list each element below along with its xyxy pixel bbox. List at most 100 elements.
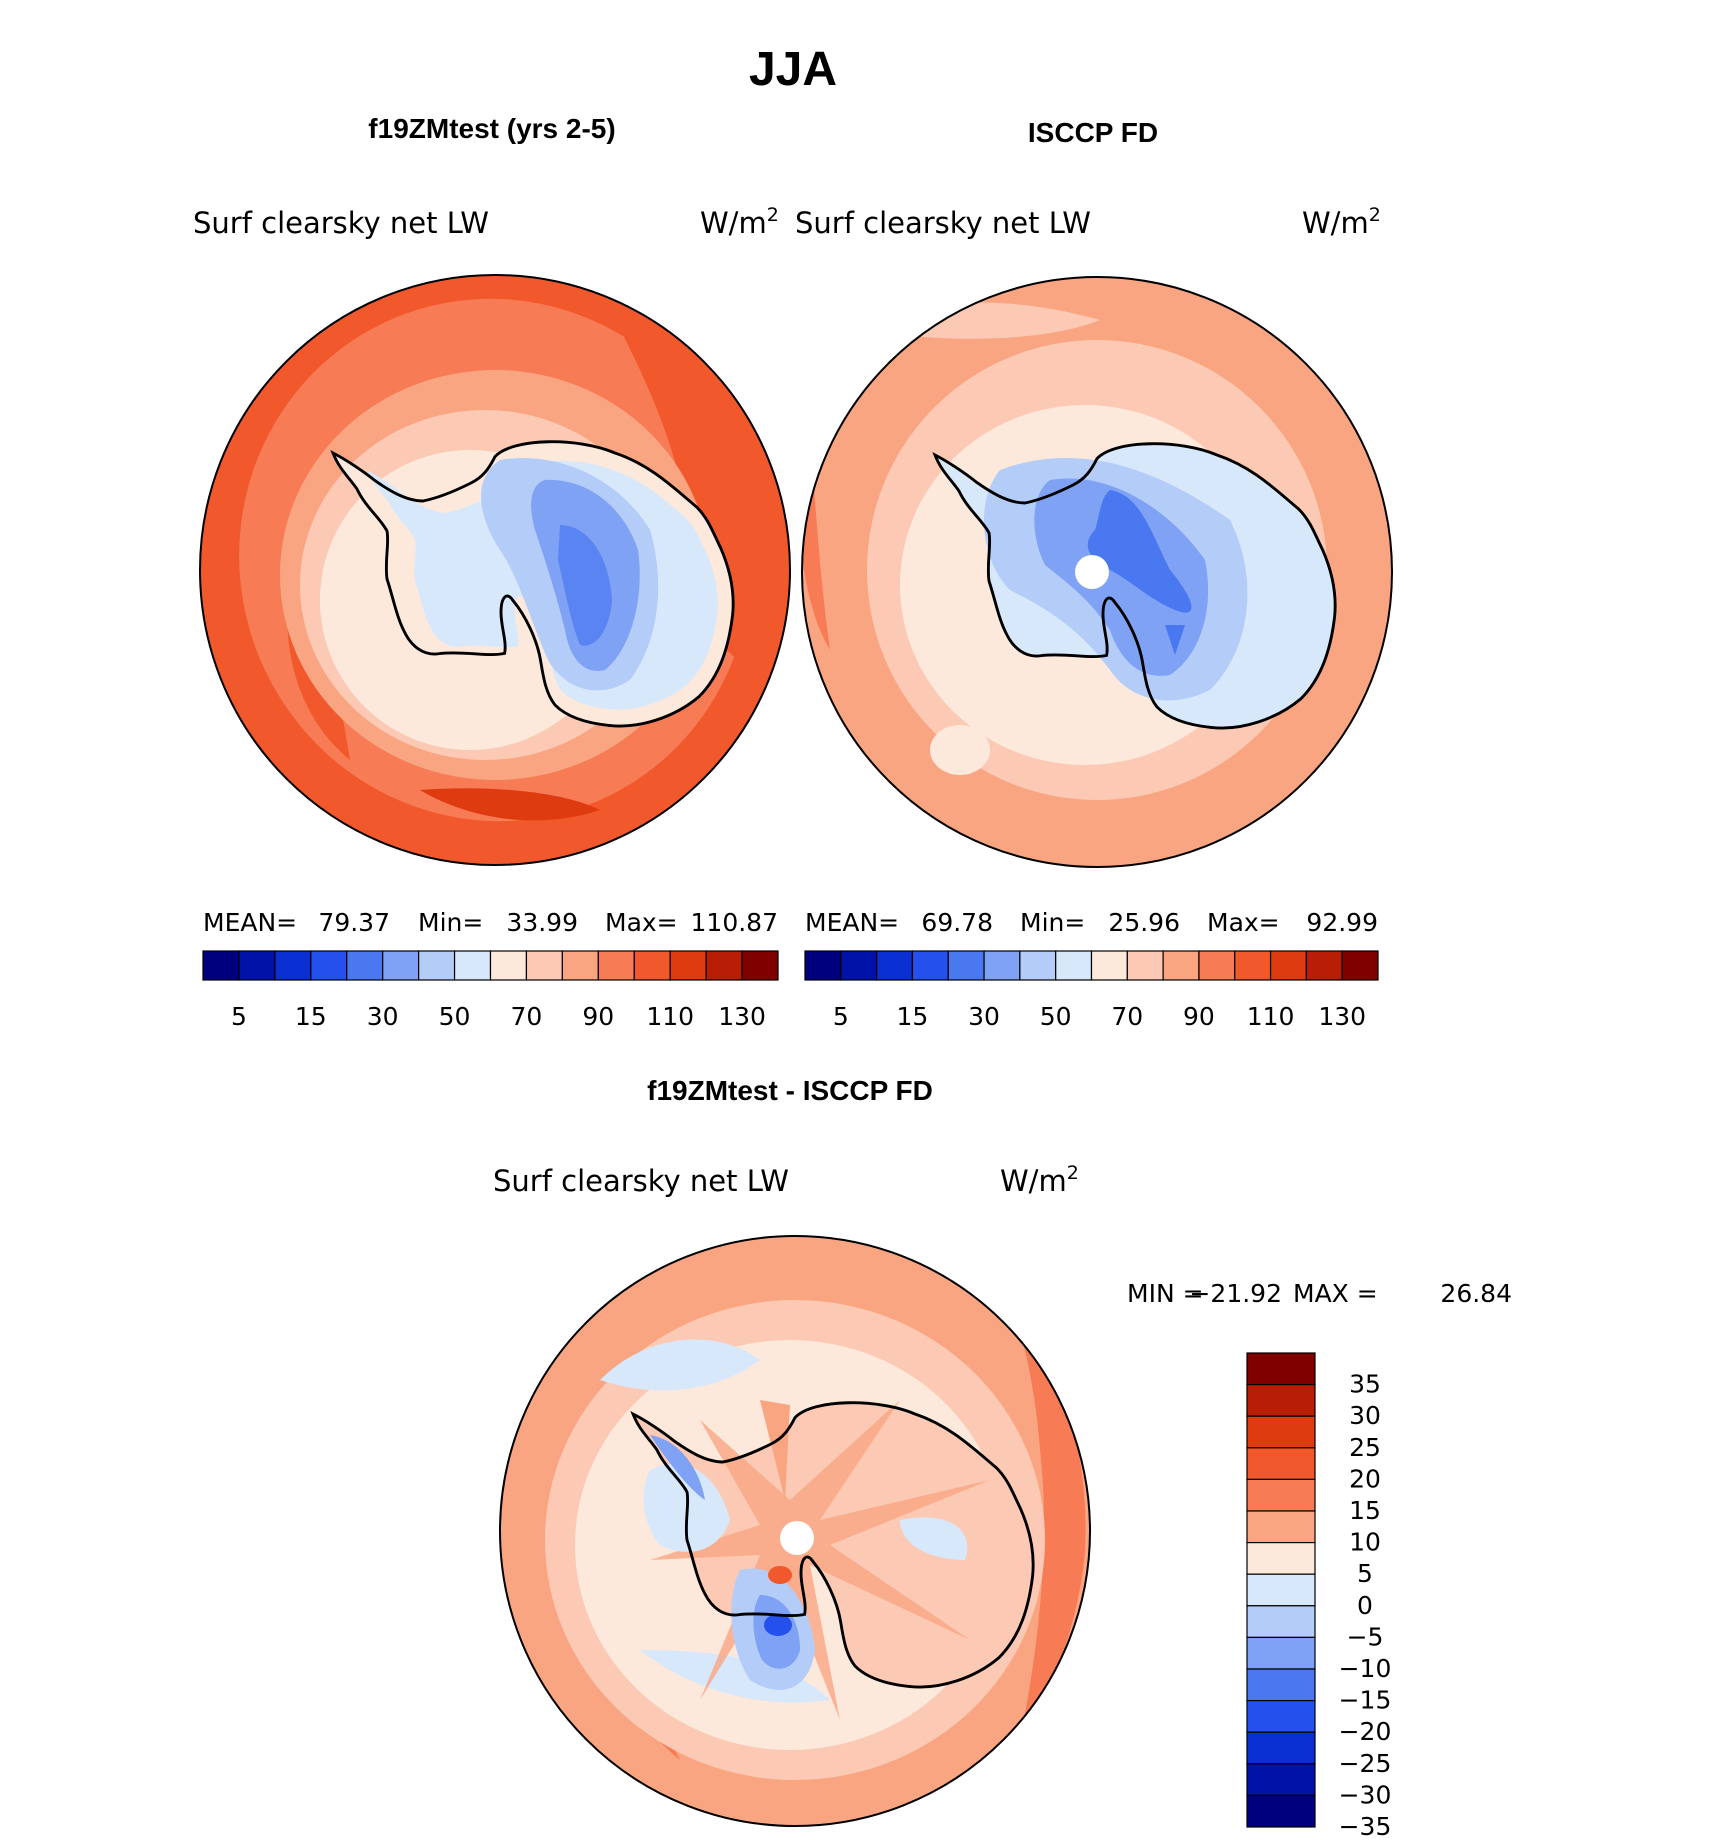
svg-text:79.37: 79.37 <box>318 908 390 937</box>
svg-text:MEAN=: MEAN= <box>203 908 297 937</box>
colorbar-model-swatch <box>597 950 635 981</box>
colorbar-model-swatch <box>633 950 671 981</box>
colorbar-diff-tick-label: −30 <box>1339 1780 1392 1809</box>
colorbar-model-tick-label: 5 <box>231 1002 247 1031</box>
colorbar-diff-tick-label: −25 <box>1339 1749 1392 1778</box>
colorbar-diff-tick-label: −20 <box>1339 1717 1392 1746</box>
colorbar-diff-swatch <box>1246 1794 1316 1828</box>
colorbar-diff-swatch <box>1246 1415 1316 1449</box>
colorbar-model-swatch <box>669 950 707 981</box>
colorbar-diff-swatch <box>1246 1510 1316 1544</box>
figure-title: JJA <box>749 43 837 96</box>
panel-diff: f19ZMtest - ISCCP FD Surf clearsky net L… <box>493 1075 1512 1840</box>
colorbar-obs-tick-label: 15 <box>897 1002 929 1031</box>
panel-diff-map <box>500 1236 1090 1826</box>
colorbar-obs-swatch <box>1305 950 1343 981</box>
colorbar-diff-tick-label: 10 <box>1349 1528 1381 1557</box>
colorbar-obs-swatch <box>1162 950 1200 981</box>
svg-text:−21.92: −21.92 <box>1189 1279 1282 1308</box>
panel-obs: ISCCP FD Surf clearsky net LW W/m2 MEAN= <box>795 117 1393 1031</box>
colorbar-diff-tick-label: 35 <box>1349 1370 1381 1399</box>
pole-hole-obs <box>1075 555 1109 589</box>
colorbar-diff-swatch <box>1246 1383 1316 1417</box>
colorbar-diff-swatch <box>1246 1636 1316 1670</box>
panel-obs-units: W/m2 <box>1302 204 1381 240</box>
colorbar-obs-swatch <box>1090 950 1128 981</box>
colorbar-diff-swatch <box>1246 1352 1316 1386</box>
colorbar-model-swatch <box>525 950 563 981</box>
svg-text:Min=: Min= <box>418 908 483 937</box>
colorbar-model-tick-label: 30 <box>367 1002 399 1031</box>
panel-obs-header: ISCCP FD <box>1028 117 1158 148</box>
colorbar-obs-tick-label: 90 <box>1183 1002 1215 1031</box>
colorbar-diff-tick-label: 25 <box>1349 1433 1381 1462</box>
panel-obs-map <box>802 277 1392 867</box>
colorbar-obs-tick-label: 70 <box>1111 1002 1143 1031</box>
colorbar-diff-swatch <box>1246 1731 1316 1765</box>
colorbar-model-swatch <box>453 950 492 981</box>
colorbar-model-swatch <box>382 950 420 981</box>
svg-text:Max=: Max= <box>1207 908 1280 937</box>
colorbar-model-swatch <box>202 950 240 981</box>
colorbar-diff-tick-label: 15 <box>1349 1496 1381 1525</box>
colorbar-diff-swatch <box>1246 1605 1316 1639</box>
colorbar-model-tick-label: 110 <box>646 1002 694 1031</box>
colorbar-diff-swatch <box>1246 1478 1316 1512</box>
colorbar-model-swatch <box>489 950 528 981</box>
colorbar-obs-tick-label: 5 <box>833 1002 849 1031</box>
pole-hole-diff <box>780 1521 814 1555</box>
svg-text:33.99: 33.99 <box>506 908 578 937</box>
colorbar-obs-swatch <box>947 950 985 981</box>
panel-diff-units: W/m2 <box>1000 1162 1079 1198</box>
colorbar-obs-swatch <box>1234 950 1272 981</box>
colorbar-diff-swatch <box>1246 1763 1316 1797</box>
svg-text:MAX =: MAX = <box>1293 1279 1378 1308</box>
colorbar-model-swatch <box>238 950 276 981</box>
colorbar-diff-tick-label: −35 <box>1339 1812 1392 1840</box>
colorbar-diff-tick-label: 5 <box>1357 1559 1373 1588</box>
colorbar-diff-swatch <box>1246 1541 1316 1575</box>
svg-text:92.99: 92.99 <box>1306 908 1378 937</box>
colorbar-obs-tick-label: 50 <box>1040 1002 1072 1031</box>
colorbar-diff-swatch <box>1246 1447 1316 1481</box>
svg-text:26.84: 26.84 <box>1440 1279 1512 1308</box>
colorbar-obs-swatch <box>1269 950 1307 981</box>
colorbar-obs-tick-label: 130 <box>1318 1002 1366 1031</box>
svg-text:25.96: 25.96 <box>1108 908 1180 937</box>
colorbar-obs-swatch <box>1055 950 1093 981</box>
colorbar-model-tick-label: 90 <box>582 1002 614 1031</box>
colorbar-diff-tick-label: −5 <box>1347 1622 1384 1651</box>
colorbar-obs-swatch <box>911 950 949 981</box>
colorbar-diff-swatch <box>1246 1668 1316 1702</box>
svg-text:MEAN=: MEAN= <box>805 908 899 937</box>
svg-text:Min=: Min= <box>1020 908 1085 937</box>
colorbar-obs-swatch <box>876 950 914 981</box>
panel-model-stats: MEAN= 79.37 Min= 33.99 Max= 110.87 <box>203 908 778 937</box>
panel-obs-variable: Surf clearsky net LW <box>795 206 1091 240</box>
colorbar-obs-swatch <box>983 950 1021 981</box>
colorbar-diff-tick-label: −10 <box>1339 1654 1392 1683</box>
panel-obs-stats: MEAN= 69.78 Min= 25.96 Max= 92.99 <box>805 908 1378 937</box>
panel-diff-header: f19ZMtest - ISCCP FD <box>647 1075 933 1106</box>
colorbar-model-swatch <box>346 950 384 981</box>
colorbar-diff-swatch <box>1246 1699 1316 1733</box>
colorbar-obs: 5 15 30 50 70 90 110 130 <box>804 950 1379 1031</box>
panel-model-variable: Surf clearsky net LW <box>193 206 489 240</box>
panel-diff-variable: Surf clearsky net LW <box>493 1164 789 1198</box>
colorbar-model-swatch <box>741 950 779 981</box>
colorbar-obs-swatch <box>1019 950 1057 981</box>
colorbar-obs-tick-label: 30 <box>968 1002 1000 1031</box>
svg-text:Max=: Max= <box>605 908 678 937</box>
colorbar-model: 5 15 30 50 70 90 110 130 <box>202 950 779 1031</box>
panel-model-units: W/m2 <box>700 204 779 240</box>
colorbar-model-swatch <box>310 950 348 981</box>
colorbar-obs-swatch <box>804 950 842 981</box>
panel-model-map <box>200 275 790 865</box>
svg-text:MIN =: MIN = <box>1127 1279 1204 1308</box>
colorbar-model-swatch <box>705 950 743 981</box>
colorbar-model-tick-label: 15 <box>295 1002 327 1031</box>
colorbar-obs-swatch <box>1198 950 1236 981</box>
colorbar-diff-tick-label: −15 <box>1339 1686 1392 1715</box>
